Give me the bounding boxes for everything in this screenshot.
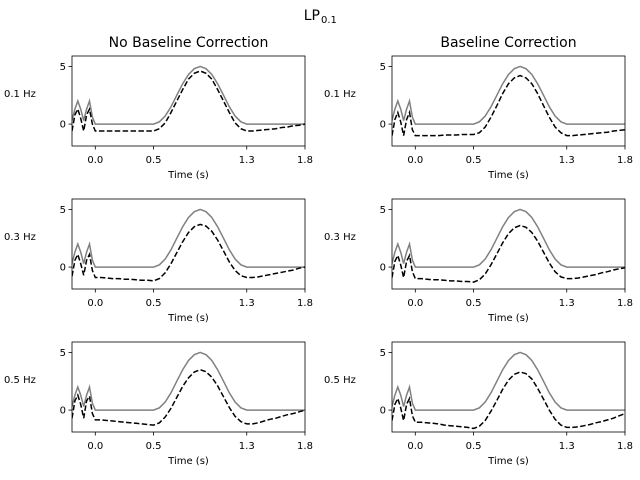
figure-title: LP	[304, 8, 320, 24]
x-axis-label: Time (s)	[167, 456, 209, 467]
x-tick-label: 1.3	[559, 441, 575, 452]
x-axis-label: Time (s)	[487, 313, 529, 324]
y-tick-label: 5	[380, 348, 386, 359]
x-axis-label: Time (s)	[487, 170, 529, 181]
row-label: 0.3 Hz	[4, 232, 36, 243]
row-label: 0.3 Hz	[324, 232, 356, 243]
x-tick-label: 0.5	[146, 155, 162, 166]
x-tick-label: 1.3	[559, 155, 575, 166]
x-tick-label: 0.0	[87, 441, 103, 452]
x-tick-label: 1.8	[617, 298, 633, 309]
column-title-baseline: Baseline Correction	[440, 35, 576, 51]
filtered-signal-line	[392, 224, 625, 283]
filtered-signal-line	[392, 74, 625, 137]
x-tick-label: 1.8	[297, 155, 313, 166]
y-tick-label: 0	[60, 406, 66, 417]
x-tick-label: 0.5	[466, 441, 482, 452]
x-tick-label: 0.5	[146, 441, 162, 452]
y-tick-label: 5	[380, 62, 386, 73]
x-tick-label: 0.5	[466, 155, 482, 166]
axes-frame	[391, 198, 626, 290]
axes-frame	[71, 341, 306, 433]
y-tick-label: 0	[380, 406, 386, 417]
x-tick-label: 1.8	[297, 441, 313, 452]
axes-frame	[391, 341, 626, 433]
x-tick-label: 1.3	[239, 155, 255, 166]
y-tick-label: 5	[380, 205, 386, 216]
y-tick-label: 0	[380, 263, 386, 274]
x-tick-label: 1.8	[617, 441, 633, 452]
y-tick-label: 5	[60, 62, 66, 73]
original-signal-line	[392, 208, 625, 268]
column-title-no-baseline: No Baseline Correction	[109, 35, 269, 51]
filtered-signal-line	[72, 368, 305, 426]
original-signal-line	[392, 351, 625, 411]
original-signal-line	[72, 351, 305, 411]
x-axis-label: Time (s)	[167, 170, 209, 181]
x-tick-label: 0.0	[407, 441, 423, 452]
axes-frame	[71, 55, 306, 147]
filtered-signal-line	[72, 70, 305, 132]
axes-frame	[71, 198, 306, 290]
original-signal-line	[72, 65, 305, 125]
x-tick-label: 0.5	[146, 298, 162, 309]
subplot-1-2: 0.0 0.5 1.3 1.8 0 5 Time (s) 0.1 Hz	[324, 55, 633, 181]
subplot-2-1: 0.0 0.5 1.3 1.8 0 5 Time (s) 0.3 Hz	[4, 198, 313, 324]
filtered-signal-line	[72, 223, 305, 282]
subplot-2-2: 0.0 0.5 1.3 1.8 0 5 Time (s) 0.3 Hz	[324, 198, 633, 324]
filtered-signal-line	[392, 371, 625, 430]
axes-frame	[391, 55, 626, 147]
x-tick-label: 0.0	[87, 155, 103, 166]
y-tick-label: 5	[60, 348, 66, 359]
x-axis-label: Time (s)	[487, 456, 529, 467]
subplot-3-2: 0.0 0.5 1.3 1.8 0 5 Time (s) 0.5 Hz	[324, 341, 633, 467]
original-signal-line	[392, 65, 625, 125]
x-tick-label: 0.0	[407, 298, 423, 309]
x-tick-label: 1.3	[239, 441, 255, 452]
row-label: 0.1 Hz	[324, 89, 356, 100]
x-tick-label: 0.0	[407, 155, 423, 166]
y-tick-label: 0	[60, 263, 66, 274]
x-tick-label: 1.3	[239, 298, 255, 309]
y-tick-label: 5	[60, 205, 66, 216]
original-signal-line	[72, 208, 305, 268]
x-tick-label: 1.3	[559, 298, 575, 309]
row-label: 0.5 Hz	[324, 375, 356, 386]
row-label: 0.1 Hz	[4, 89, 36, 100]
subplot-1-1: 0.0 0.5 1.3 1.8 0 5 Time (s) 0.1 Hz	[4, 55, 313, 181]
y-tick-label: 0	[380, 120, 386, 131]
x-tick-label: 1.8	[297, 298, 313, 309]
subplot-3-1: 0.0 0.5 1.3 1.8 0 5 Time (s) 0.5 Hz	[4, 341, 313, 467]
y-tick-label: 0	[60, 120, 66, 131]
x-tick-label: 0.0	[87, 298, 103, 309]
x-axis-label: Time (s)	[167, 313, 209, 324]
figure-title-subscript: 0.1	[321, 15, 337, 26]
row-label: 0.5 Hz	[4, 375, 36, 386]
x-tick-label: 0.5	[466, 298, 482, 309]
x-tick-label: 1.8	[617, 155, 633, 166]
